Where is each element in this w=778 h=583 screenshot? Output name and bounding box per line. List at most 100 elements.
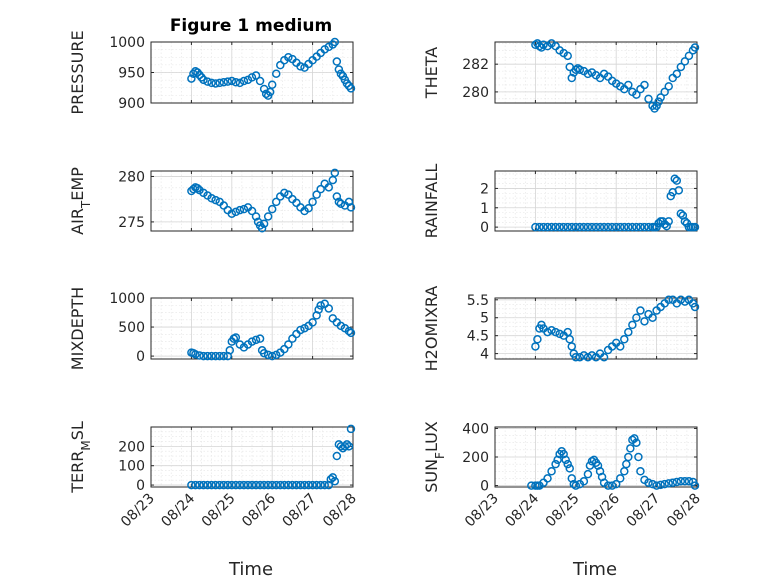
y-axis-label: SUNFLUX (422, 421, 447, 493)
data-point (587, 457, 597, 466)
x-axis-label-left: Time (228, 559, 273, 580)
data-point (531, 222, 540, 232)
data-point (231, 480, 241, 490)
data-point (247, 480, 257, 490)
data-point (644, 222, 653, 232)
subplot-6: 4 4.5 5 5.5 H2OMIXRA (422, 286, 700, 371)
data-point (346, 84, 356, 93)
data-point (328, 40, 338, 49)
data-point (263, 480, 273, 490)
data-point (267, 80, 277, 89)
y-tick-label: 100 (118, 459, 145, 475)
data-point (219, 78, 228, 87)
data-point (624, 452, 633, 462)
data-point (630, 434, 639, 443)
data-point (527, 481, 536, 490)
data-point (676, 209, 686, 218)
data-point (276, 60, 285, 70)
data-point (587, 222, 597, 232)
data-point (543, 222, 552, 232)
y-tick-label: 280 (118, 169, 145, 185)
data-point (583, 352, 593, 362)
data-point (648, 479, 657, 489)
data-point (346, 203, 356, 212)
data-point (227, 209, 237, 218)
subplot-1: 900 950 1000 PRESSURE (68, 30, 356, 115)
data-point (615, 222, 625, 232)
y-tick-label: 0 (480, 479, 489, 495)
data-point (227, 480, 237, 490)
data-point (300, 480, 309, 490)
data-point (219, 351, 228, 361)
data-point (636, 467, 645, 476)
subplot-5: 0 500 1000 MIXDEPTH (68, 287, 356, 370)
data-point (611, 479, 621, 489)
y-tick-label: 1000 (109, 35, 145, 51)
data-point (632, 222, 641, 232)
axes-frame (494, 297, 698, 360)
data-point (595, 222, 605, 232)
axes-frame (150, 297, 354, 360)
data-point (336, 69, 346, 78)
data-point (271, 480, 281, 490)
data-point (654, 219, 663, 228)
data-point (547, 467, 556, 476)
data-point (276, 480, 285, 490)
data-point (271, 69, 281, 78)
data-point (615, 342, 625, 351)
data-point (676, 295, 686, 305)
subplot-3: 275 280 AIRTEMP (68, 167, 356, 235)
data-point (640, 317, 649, 326)
data-point (215, 480, 224, 490)
data-point (664, 217, 673, 226)
x-tick-label: 08/26 (583, 490, 623, 530)
data-point (672, 176, 682, 185)
data-point (567, 73, 577, 83)
data-point (344, 442, 354, 451)
data-point (591, 222, 601, 232)
figure-title: Figure 1 medium (170, 16, 332, 36)
data-point (225, 346, 235, 355)
data-point (187, 480, 196, 490)
x-tick-label: 08/25 (199, 491, 239, 531)
data-point (197, 73, 206, 82)
y-tick-label: 4.5 (467, 329, 489, 345)
data-point (680, 57, 690, 66)
x-tick-label: 08/23 (462, 491, 502, 531)
data-point (340, 442, 350, 451)
data-point (193, 184, 202, 193)
data-point (193, 68, 202, 77)
data-point (332, 192, 342, 201)
y-tick-label: 950 (118, 66, 145, 82)
data-point (690, 222, 700, 232)
data-point (235, 480, 245, 490)
data-point (346, 424, 356, 434)
y-tick-label: 200 (462, 450, 489, 466)
data-point (207, 480, 216, 490)
x-tick-label: 08/23 (118, 491, 158, 531)
data-point (342, 79, 352, 88)
data-point (607, 481, 617, 490)
data-point (611, 222, 621, 232)
data-point (579, 351, 589, 360)
data-point (660, 479, 669, 489)
data-point (330, 476, 340, 486)
data-point (255, 76, 265, 86)
subplot-8: 08/23 08/24 08/25 08/26 08/27 08/28 0 200 400 SUN… (422, 421, 704, 530)
data-point (680, 477, 690, 486)
data-point (316, 480, 325, 490)
data-point (660, 87, 669, 97)
data-point (555, 329, 564, 339)
data-point (247, 337, 257, 346)
data-point (259, 348, 269, 358)
data-point (664, 479, 673, 488)
subplot-4: 0 1 2 RAINFALL (422, 164, 700, 238)
x-tick-label: 08/24 (502, 490, 542, 530)
data-point (571, 352, 581, 362)
y-tick-label: 400 (462, 421, 489, 437)
data-point (261, 89, 271, 99)
data-point (551, 459, 560, 469)
data-point (211, 480, 220, 490)
data-point (257, 224, 267, 233)
data-point (195, 351, 204, 360)
